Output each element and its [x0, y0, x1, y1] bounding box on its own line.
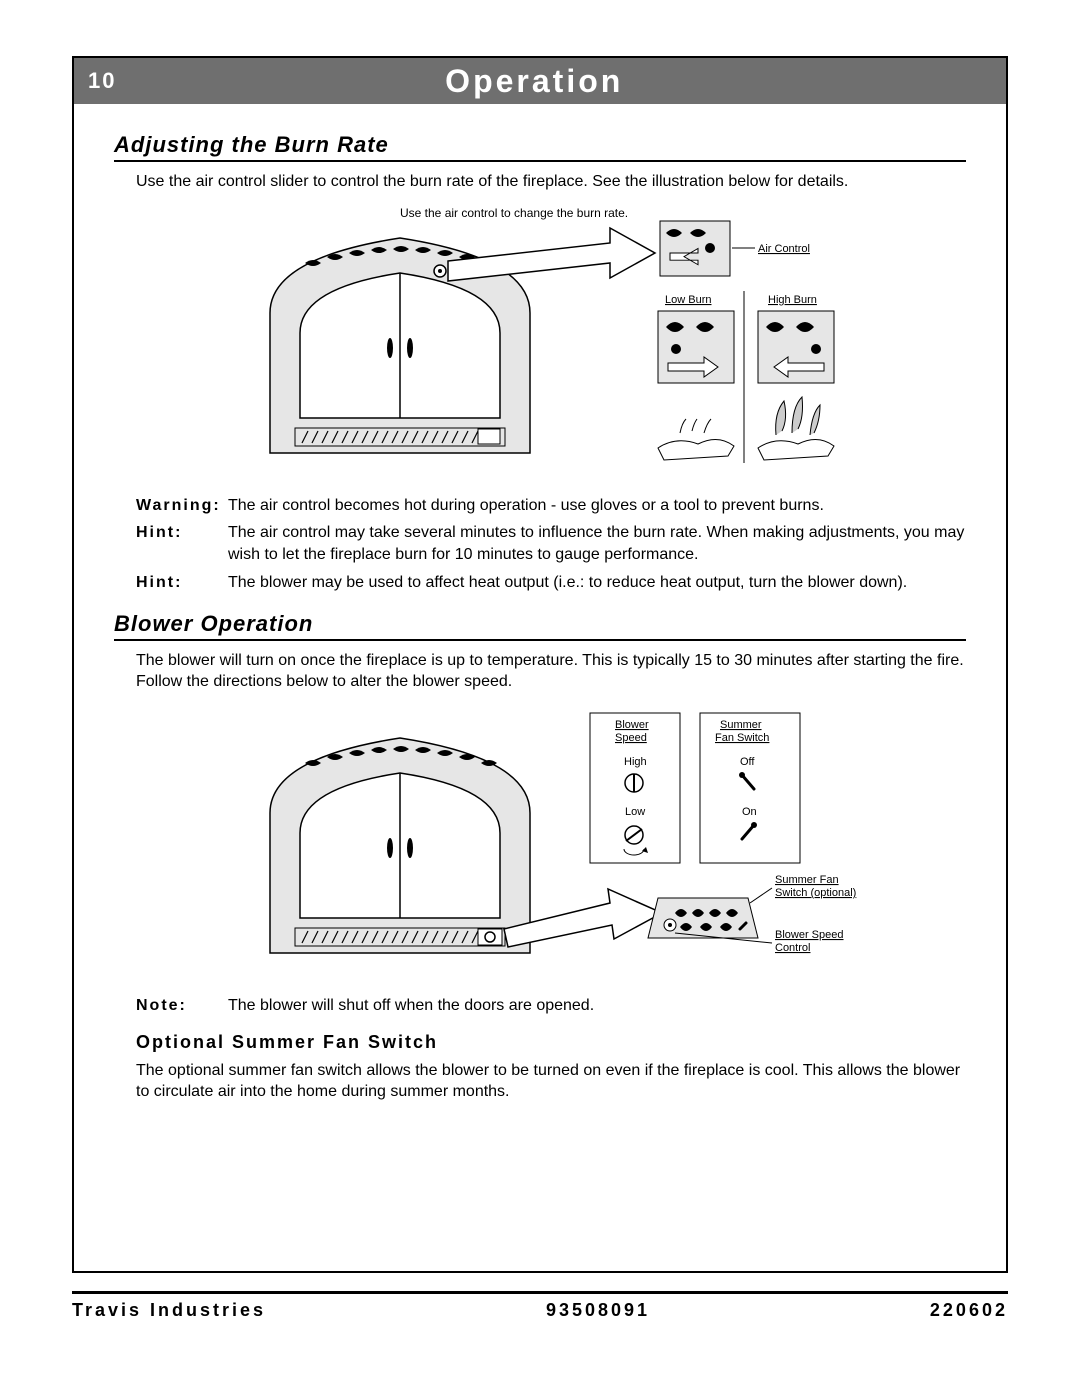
control-grille-icon [648, 898, 758, 938]
burn-rate-intro: Use the air control slider to control th… [136, 172, 966, 193]
low-burn-tile [658, 311, 734, 383]
subsection-summer-fan: Optional Summer Fan Switch [136, 1032, 966, 1053]
svg-text:Low: Low [625, 806, 645, 818]
summer-fan-text: The optional summer fan switch allows th… [136, 1061, 966, 1103]
svg-text:Fan Switch: Fan Switch [715, 732, 769, 744]
footer-center: 93508091 [546, 1300, 650, 1321]
fireplace-icon-2 [270, 738, 530, 953]
hint-label-1: Hint: [136, 522, 228, 565]
hint-row-1: Hint: The air control may take several m… [136, 522, 966, 565]
svg-text:Summer Fan: Summer Fan [775, 874, 839, 886]
high-burn-tile [758, 311, 834, 383]
warning-row: Warning: The air control becomes hot dur… [136, 495, 966, 517]
figure-caption: Use the air control to change the burn r… [400, 206, 628, 220]
note-text: The blower will shut off when the doors … [228, 995, 966, 1017]
svg-text:High: High [624, 756, 647, 768]
page-frame: 10 Operation Adjusting the Burn Rate Use… [72, 56, 1008, 1273]
hint-row-2: Hint: The blower may be used to affect h… [136, 572, 966, 594]
svg-text:On: On [742, 806, 757, 818]
svg-text:Blower Speed: Blower Speed [775, 929, 844, 941]
section-adjusting-burn-rate: Adjusting the Burn Rate [114, 132, 966, 162]
air-control-label: Air Control [758, 243, 810, 255]
svg-text:Off: Off [740, 756, 755, 768]
hint-text-1: The air control may take several minutes… [228, 522, 966, 565]
svg-text:Summer: Summer [720, 719, 762, 731]
warning-text: The air control becomes hot during opera… [228, 495, 966, 517]
high-burn-label: High Burn [768, 294, 817, 306]
blower-figure: Blower Speed High Low Summer Fan Switch … [210, 703, 870, 983]
blower-intro: The blower will turn on once the firepla… [136, 651, 966, 693]
footer-left: Travis Industries [72, 1300, 266, 1321]
svg-text:Control: Control [775, 942, 810, 954]
content-area: Adjusting the Burn Rate Use the air cont… [74, 104, 1006, 1125]
low-burn-label: Low Burn [665, 294, 711, 306]
hint-text-2: The blower may be used to affect heat ou… [228, 572, 966, 594]
page-title: Operation [76, 63, 992, 100]
high-burn-logs-icon [758, 397, 834, 460]
note-label: Note: [136, 995, 228, 1017]
pointer-arrow-icon [448, 228, 655, 281]
page-footer: Travis Industries 93508091 220602 [72, 1291, 1008, 1321]
header-bar: 10 Operation [74, 58, 1006, 104]
blower-speed-panel: Blower Speed High Low [590, 713, 680, 863]
svg-text:Speed: Speed [615, 732, 647, 744]
note-row: Note: The blower will shut off when the … [136, 995, 966, 1017]
warning-label: Warning: [136, 495, 228, 517]
hint-label-2: Hint: [136, 572, 228, 594]
air-control-detail: Air Control [660, 221, 810, 276]
low-burn-logs-icon [658, 419, 734, 460]
section-blower-operation: Blower Operation [114, 611, 966, 641]
burn-rate-figure: Use the air control to change the burn r… [210, 203, 870, 483]
summer-fan-panel: Summer Fan Switch Off On [700, 713, 800, 863]
svg-text:Blower: Blower [615, 719, 649, 731]
footer-right: 220602 [930, 1300, 1008, 1321]
svg-text:Switch (optional): Switch (optional) [775, 887, 856, 899]
